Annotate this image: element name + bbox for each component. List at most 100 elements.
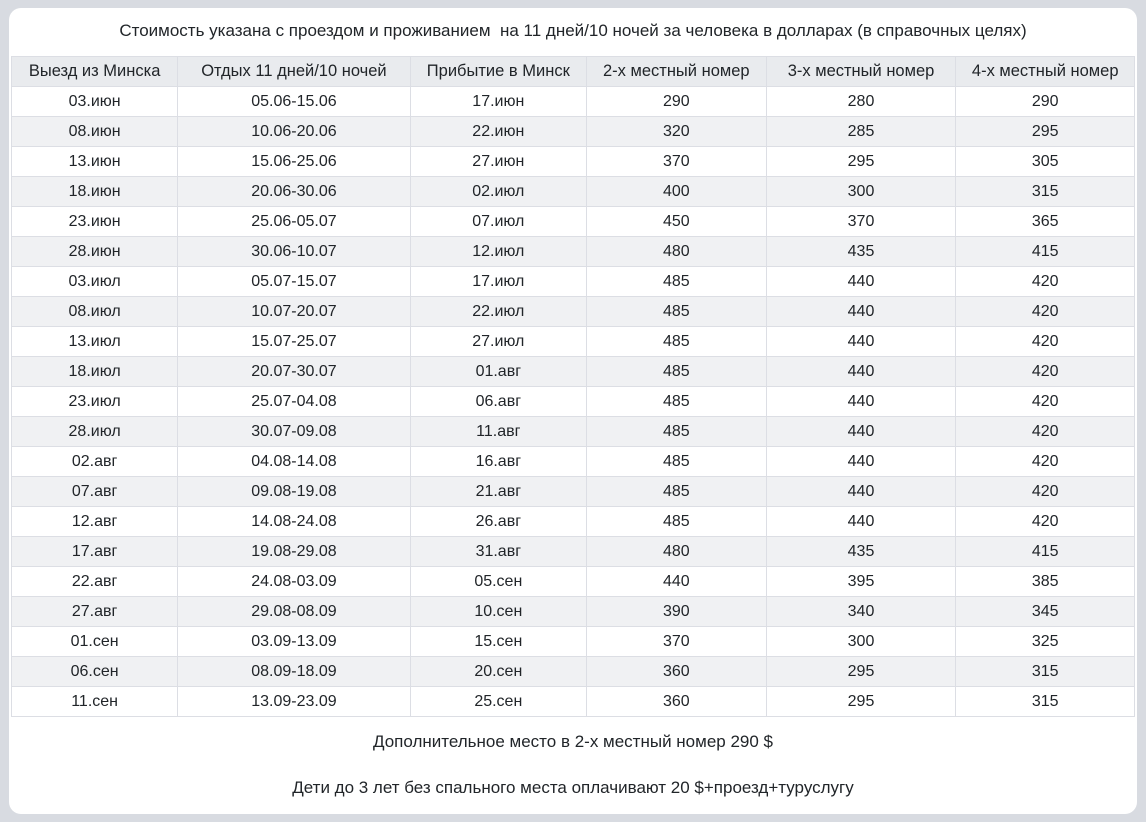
table-cell: 485 [585, 356, 767, 387]
column-header: 2-х местный номер [585, 56, 767, 87]
table-cell: 290 [585, 86, 767, 117]
table-cell: 420 [955, 506, 1135, 537]
table-cell: 420 [955, 446, 1135, 477]
table-cell: 17.авг [10, 536, 179, 567]
table-cell: 10.06-20.06 [177, 116, 411, 147]
table-cell: 15.06-25.06 [177, 146, 411, 177]
table-cell: 290 [955, 86, 1135, 117]
table-cell: 435 [765, 236, 957, 267]
column-header: 4-х местный номер [955, 56, 1135, 87]
table-cell: 320 [585, 116, 767, 147]
table-cell: 30.07-09.08 [177, 416, 411, 447]
table-cell: 03.июн [10, 86, 179, 117]
table-row: 23.июл 25.07-04.08 06.авг 485 440 420 [10, 386, 1135, 417]
table-cell: 22.авг [10, 566, 179, 597]
table-cell: 05.06-15.06 [177, 86, 411, 117]
table-cell: 11.сен [10, 686, 179, 717]
table-cell: 31.авг [409, 536, 587, 567]
table-row: 02.авг 04.08-14.08 16.авг 485 440 420 [10, 446, 1135, 477]
page-title: Стоимость указана с проездом и проживани… [119, 21, 1027, 40]
table-cell: 420 [955, 476, 1135, 507]
table-cell: 485 [585, 296, 767, 327]
table-cell: 03.июл [10, 266, 179, 297]
table-cell: 370 [765, 206, 957, 237]
table-cell: 29.08-08.09 [177, 596, 411, 627]
table-cell: 280 [765, 86, 957, 117]
table-cell: 420 [955, 326, 1135, 357]
footer-notes: Дополнительное место в 2-х местный номер… [9, 717, 1137, 798]
table-row: 03.июл 05.07-15.07 17.июл 485 440 420 [10, 266, 1135, 297]
table-cell: 485 [585, 446, 767, 477]
table-cell: 23.июн [10, 206, 179, 237]
table-row: 07.авг 09.08-19.08 21.авг 485 440 420 [10, 476, 1135, 507]
table-cell: 415 [955, 236, 1135, 267]
table-cell: 25.сен [409, 686, 587, 717]
table-cell: 485 [585, 266, 767, 297]
price-table: Выезд из Минска Отдых 11 дней/10 ночей При… [10, 56, 1135, 717]
column-header: Отдых 11 дней/10 ночей [177, 56, 411, 87]
table-cell: 19.08-29.08 [177, 536, 411, 567]
table-row: 27.авг 29.08-08.09 10.сен 390 340 345 [10, 596, 1135, 627]
table-cell: 440 [765, 416, 957, 447]
table-cell: 04.08-14.08 [177, 446, 411, 477]
table-cell: 12.июл [409, 236, 587, 267]
table-cell: 295 [955, 116, 1135, 147]
table-cell: 17.июл [409, 266, 587, 297]
table-cell: 13.июл [10, 326, 179, 357]
table-cell: 485 [585, 476, 767, 507]
table-cell: 390 [585, 596, 767, 627]
table-cell: 295 [765, 686, 957, 717]
table-cell: 365 [955, 206, 1135, 237]
table-row: 01.сен 03.09-13.09 15.сен 370 300 325 [10, 626, 1135, 657]
table-cell: 420 [955, 416, 1135, 447]
table-cell: 305 [955, 146, 1135, 177]
table-row: 18.июн 20.06-30.06 02.июл 400 300 315 [10, 176, 1135, 207]
table-cell: 420 [955, 296, 1135, 327]
table-cell: 09.08-19.08 [177, 476, 411, 507]
table-cell: 18.июн [10, 176, 179, 207]
table-cell: 22.июн [409, 116, 587, 147]
table-row: 08.июл 10.07-20.07 22.июл 485 440 420 [10, 296, 1135, 327]
table-cell: 25.07-04.08 [177, 386, 411, 417]
table-cell: 485 [585, 506, 767, 537]
table-cell: 05.сен [409, 566, 587, 597]
table-cell: 485 [585, 386, 767, 417]
table-row: 17.авг 19.08-29.08 31.авг 480 435 415 [10, 536, 1135, 567]
table-cell: 30.06-10.07 [177, 236, 411, 267]
table-cell: 06.сен [10, 656, 179, 687]
table-cell: 02.авг [10, 446, 179, 477]
table-cell: 300 [765, 626, 957, 657]
table-cell: 315 [955, 656, 1135, 687]
table-row: 23.июн 25.06-05.07 07.июл 450 370 365 [10, 206, 1135, 237]
table-row: 28.июн 30.06-10.07 12.июл 480 435 415 [10, 236, 1135, 267]
table-cell: 480 [585, 536, 767, 567]
table-cell: 340 [765, 596, 957, 627]
table-row: 12.авг 14.08-24.08 26.авг 485 440 420 [10, 506, 1135, 537]
table-cell: 450 [585, 206, 767, 237]
table-cell: 440 [765, 296, 957, 327]
table-cell: 18.июл [10, 356, 179, 387]
column-header: 3-х местный номер [765, 56, 957, 87]
table-cell: 440 [585, 566, 767, 597]
table-row: 22.авг 24.08-03.09 05.сен 440 395 385 [10, 566, 1135, 597]
table-cell: 15.сен [409, 626, 587, 657]
table-cell: 440 [765, 326, 957, 357]
table-cell: 435 [765, 536, 957, 567]
column-header: Прибытие в Минск [409, 56, 587, 87]
table-row: 06.сен 08.09-18.09 20.сен 360 295 315 [10, 656, 1135, 687]
table-cell: 485 [585, 416, 767, 447]
table-row: 28.июл 30.07-09.08 11.авг 485 440 420 [10, 416, 1135, 447]
table-cell: 05.07-15.07 [177, 266, 411, 297]
table-cell: 20.06-30.06 [177, 176, 411, 207]
header-row: Выезд из Минска Отдых 11 дней/10 ночей При… [10, 56, 1135, 87]
table-cell: 370 [585, 626, 767, 657]
table-cell: 28.июн [10, 236, 179, 267]
table-cell: 315 [955, 686, 1135, 717]
table-cell: 14.08-24.08 [177, 506, 411, 537]
table-cell: 06.авг [409, 386, 587, 417]
table-cell: 27.июн [409, 146, 587, 177]
table-row: 18.июл 20.07-30.07 01.авг 485 440 420 [10, 356, 1135, 387]
table-row: 03.июн 05.06-15.06 17.июн 290 280 290 [10, 86, 1135, 117]
table-cell: 17.июн [409, 86, 587, 117]
table-cell: 480 [585, 236, 767, 267]
